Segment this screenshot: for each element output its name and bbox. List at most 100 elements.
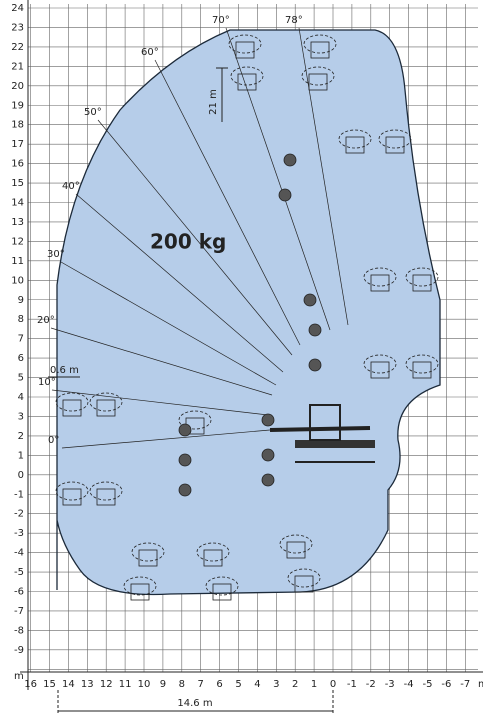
y-tick-label: -9 [14, 645, 24, 656]
angle-label: 0° [48, 435, 59, 446]
y-tick-label: -7 [14, 606, 24, 617]
y-tick-label: -3 [14, 528, 24, 539]
platform [370, 274, 390, 292]
x-unit: m [478, 679, 483, 690]
pivot [308, 358, 322, 372]
y-tick-label: 15 [11, 178, 24, 189]
platform-positions [55, 34, 439, 601]
platform [294, 575, 314, 593]
x-tick-label: 10 [138, 679, 151, 690]
x-tick-label: 12 [100, 679, 113, 690]
platform [96, 488, 116, 506]
y-tick-label: 1 [18, 450, 24, 461]
x-tick-label: 5 [235, 679, 241, 690]
y-unit: m [14, 671, 24, 682]
x-tick-label: 16 [24, 679, 37, 690]
y-tick-label: 6 [18, 353, 24, 364]
y-tick-label: -6 [14, 587, 24, 598]
platform [370, 361, 390, 379]
angle-label: 78° [285, 15, 303, 26]
angle-line [225, 27, 331, 331]
angle-line [60, 261, 277, 386]
y-tick-label: 9 [18, 295, 24, 306]
angle-line [51, 389, 269, 416]
machine [269, 404, 375, 463]
y-tick-label: 5 [18, 373, 24, 384]
angle-line [61, 429, 271, 449]
angle-label: 30° [47, 249, 65, 260]
x-tick-label: 15 [43, 679, 56, 690]
platform [235, 41, 255, 59]
angle-line [298, 27, 349, 326]
y-tick-label: 17 [11, 139, 24, 150]
x-tick-label: 13 [81, 679, 94, 690]
y-tick-label: 4 [18, 392, 24, 403]
angle-line [154, 59, 301, 346]
y-tick-label: 16 [11, 159, 24, 170]
pivot [178, 423, 192, 437]
angle-label: 60° [141, 47, 159, 58]
x-tick-label: 2 [292, 679, 298, 690]
x-tick-label: -4 [404, 679, 414, 690]
platform-sweep [228, 34, 262, 54]
platform [286, 541, 306, 559]
pivot [278, 188, 292, 202]
platform [412, 361, 432, 379]
angle-line [50, 327, 273, 396]
platform-sweep [89, 392, 123, 412]
platform [130, 583, 150, 601]
platform-sweep [123, 576, 157, 596]
x-tick-label: 1 [311, 679, 317, 690]
angle-lines [50, 27, 349, 449]
y-tick-label: 14 [11, 198, 24, 209]
y-tick-label: -1 [14, 489, 24, 500]
working-envelope [56, 29, 441, 596]
y-tick-label: -8 [14, 625, 24, 636]
platform [308, 73, 328, 91]
x-tick-label: -3 [385, 679, 395, 690]
y-tick-label: 12 [11, 236, 24, 247]
angle-label: 40° [62, 181, 80, 192]
y-tick-label: 8 [18, 314, 24, 325]
y-tick-label: 22 [11, 42, 24, 53]
y-tick-label: 20 [11, 81, 24, 92]
cab [309, 404, 341, 441]
platform [412, 274, 432, 292]
platform-sweep [363, 354, 397, 374]
angle-label: 50° [84, 107, 102, 118]
angle-line [97, 119, 293, 356]
platform-sweep [338, 129, 372, 149]
x-tick-label: -6 [441, 679, 451, 690]
y-tick-label: 19 [11, 100, 24, 111]
platform-sweep [287, 568, 321, 588]
platform-sweep [303, 34, 337, 54]
platform-sweep [405, 267, 439, 287]
pivot [303, 293, 317, 307]
y-tick-label: 2 [18, 431, 24, 442]
platform-sweep [405, 354, 439, 374]
platform [212, 583, 232, 601]
platform [237, 73, 257, 91]
platform [62, 399, 82, 417]
load-label: 200 kg [150, 230, 226, 254]
pivot [261, 473, 275, 487]
platform [62, 488, 82, 506]
x-tick-label: 4 [254, 679, 260, 690]
angle-label: 70° [212, 15, 230, 26]
y-tick-label: 0 [18, 470, 24, 481]
x-tick-label: -7 [460, 679, 470, 690]
chassis [295, 440, 375, 448]
platform [385, 136, 405, 154]
x-tick-label: 8 [179, 679, 185, 690]
platform-sweep [279, 534, 313, 554]
y-tick-label: 3 [18, 411, 24, 422]
pivot [178, 483, 192, 497]
y-tick-label: -4 [14, 548, 24, 559]
y-tick-label: -2 [14, 509, 24, 520]
platform-sweep [196, 542, 230, 562]
angle-label: 10° [38, 377, 56, 388]
platform [203, 549, 223, 567]
x-tick-label: 11 [119, 679, 132, 690]
platform-sweep [378, 129, 412, 149]
